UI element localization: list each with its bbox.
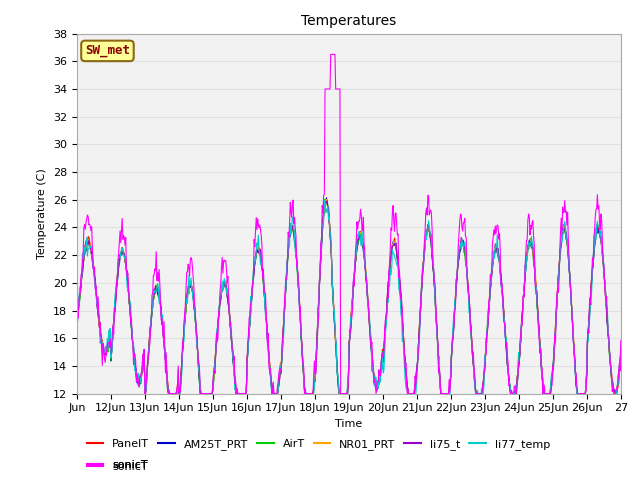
li75_t <box>285 240 292 246</box>
AirT <box>321 196 329 202</box>
li75_t <box>264 345 272 351</box>
NR01_PRT <box>437 385 445 391</box>
AM25T_PRT <box>406 391 414 396</box>
Text: SW_met: SW_met <box>85 44 130 58</box>
AirT <box>137 379 145 384</box>
AM25T_PRT <box>237 391 245 396</box>
sonicT <box>285 234 292 240</box>
Line: NR01_PRT: NR01_PRT <box>77 200 621 394</box>
li75_t <box>323 198 331 204</box>
PanelT <box>617 349 625 355</box>
NR01_PRT <box>617 348 625 354</box>
AirT <box>141 391 148 396</box>
AirT <box>406 391 414 396</box>
NR01_PRT <box>285 240 292 246</box>
AM25T_PRT <box>285 242 292 248</box>
Line: li77_temp: li77_temp <box>77 201 621 394</box>
li77_temp <box>137 380 145 385</box>
NR01_PRT <box>73 320 81 326</box>
Line: li75_t: li75_t <box>77 201 621 394</box>
NR01_PRT <box>323 197 330 203</box>
NR01_PRT <box>141 391 148 396</box>
sonicT <box>137 373 145 379</box>
PanelT <box>137 373 145 379</box>
AirT <box>617 350 625 356</box>
Line: AirT: AirT <box>77 199 621 394</box>
li75_t <box>617 350 625 356</box>
X-axis label: Time: Time <box>335 419 362 429</box>
AirT <box>73 325 81 331</box>
PanelT <box>73 324 81 329</box>
Line: AM25T_PRT: AM25T_PRT <box>77 198 621 394</box>
AM25T_PRT <box>437 389 445 395</box>
li77_temp <box>437 390 445 396</box>
AM25T_PRT <box>264 345 272 350</box>
PanelT <box>237 391 245 396</box>
sonicT <box>617 337 625 343</box>
sonicT <box>264 330 272 336</box>
li77_temp <box>141 391 148 396</box>
li77_temp <box>73 320 81 325</box>
AirT <box>264 345 272 350</box>
li75_t <box>137 376 145 382</box>
AM25T_PRT <box>73 327 81 333</box>
AM25T_PRT <box>617 349 625 355</box>
AM25T_PRT <box>323 195 330 201</box>
sonicT <box>237 391 245 396</box>
PanelT <box>322 198 330 204</box>
sonicT <box>73 324 81 330</box>
li77_temp <box>617 343 625 349</box>
PanelT <box>141 391 148 396</box>
sonicT <box>327 51 335 57</box>
li75_t <box>73 324 81 329</box>
li75_t <box>437 389 445 395</box>
li75_t <box>406 391 414 396</box>
Y-axis label: Temperature (C): Temperature (C) <box>37 168 47 259</box>
AirT <box>437 388 445 394</box>
PanelT <box>406 391 414 396</box>
li77_temp <box>264 352 272 358</box>
li75_t <box>237 391 245 396</box>
PanelT <box>264 347 272 353</box>
AirT <box>237 391 245 396</box>
Title: Temperatures: Temperatures <box>301 14 396 28</box>
Line: sonicT: sonicT <box>77 54 621 394</box>
li77_temp <box>406 391 414 396</box>
sonicT <box>141 391 148 396</box>
NR01_PRT <box>237 391 245 396</box>
sonicT <box>437 391 445 396</box>
NR01_PRT <box>137 376 145 382</box>
PanelT <box>437 388 445 394</box>
AirT <box>285 239 292 245</box>
AM25T_PRT <box>137 381 145 387</box>
li77_temp <box>285 236 292 241</box>
li77_temp <box>237 391 245 396</box>
NR01_PRT <box>264 344 272 349</box>
PanelT <box>285 240 292 246</box>
Legend: sonicT: sonicT <box>83 456 152 474</box>
AM25T_PRT <box>141 391 148 396</box>
NR01_PRT <box>406 391 414 396</box>
li75_t <box>141 391 148 396</box>
li77_temp <box>321 198 329 204</box>
sonicT <box>406 391 414 396</box>
Line: PanelT: PanelT <box>77 201 621 394</box>
